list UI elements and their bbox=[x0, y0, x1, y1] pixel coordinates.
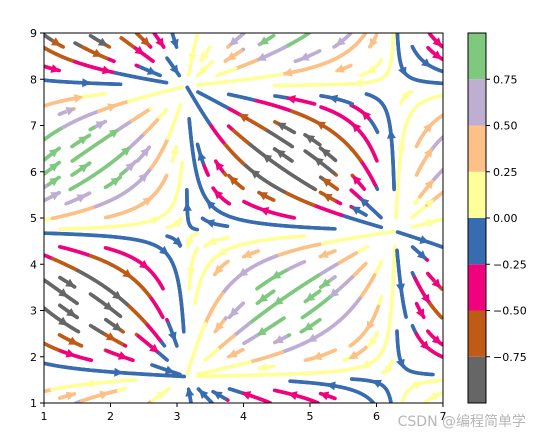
streamline-segment bbox=[78, 343, 84, 348]
streamline-segment bbox=[226, 44, 231, 49]
streamline-segment bbox=[242, 199, 247, 205]
streamline-segment bbox=[226, 124, 232, 129]
streamline-segment bbox=[342, 357, 348, 362]
streamline-segment bbox=[300, 315, 306, 320]
streamline-segment bbox=[255, 300, 261, 306]
streamline bbox=[44, 92, 107, 108]
streamline-segment bbox=[348, 343, 354, 348]
streamline-segment bbox=[150, 58, 155, 64]
streamline-segment bbox=[60, 44, 65, 49]
streamline bbox=[203, 244, 370, 362]
streamline bbox=[185, 229, 396, 377]
streamline bbox=[272, 33, 396, 88]
streamline-segment bbox=[75, 329, 81, 334]
streamline bbox=[193, 234, 307, 306]
streamline-segment bbox=[318, 175, 324, 180]
streamline-segment bbox=[303, 149, 309, 154]
streamline-segment bbox=[332, 44, 337, 49]
streamline bbox=[185, 85, 384, 230]
streamline-segment bbox=[319, 105, 325, 110]
streamline bbox=[150, 363, 182, 377]
streamline-segment bbox=[196, 90, 201, 95]
streamline-segment bbox=[86, 133, 92, 138]
streamline bbox=[44, 102, 183, 222]
streamline-segment bbox=[299, 329, 305, 334]
streamline bbox=[44, 378, 138, 394]
streamline bbox=[44, 231, 186, 334]
streamline bbox=[44, 361, 187, 379]
streamline bbox=[187, 117, 337, 231]
streamline-segment bbox=[164, 357, 169, 362]
streamline-segment bbox=[318, 190, 324, 195]
streamline bbox=[57, 244, 165, 320]
streamline bbox=[288, 379, 375, 403]
streamline bbox=[44, 45, 169, 85]
streamline bbox=[44, 253, 167, 348]
streamline-segment bbox=[202, 243, 208, 249]
streamline bbox=[68, 107, 169, 192]
streamline bbox=[226, 124, 318, 192]
streamline-segment bbox=[166, 386, 171, 392]
streamline-segment bbox=[349, 188, 354, 193]
streamline-segment bbox=[132, 159, 138, 165]
